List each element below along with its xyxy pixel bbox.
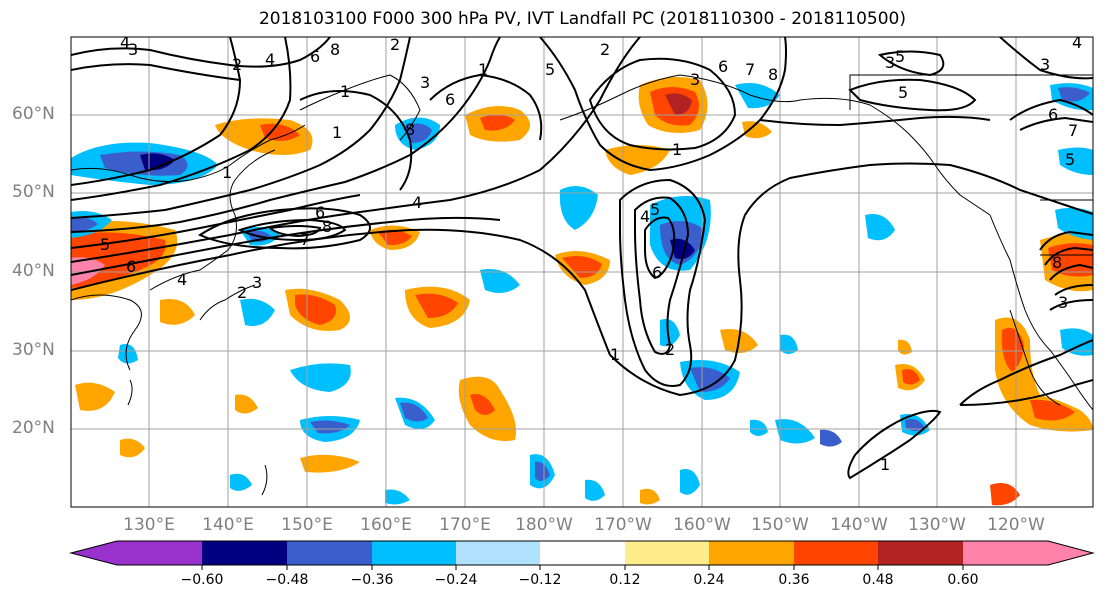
latitude-label: 40°N — [12, 261, 55, 281]
colorbar-tick-label: −0.48 — [265, 572, 309, 588]
contour-label: 3 — [252, 273, 262, 292]
contour-label: 1 — [672, 140, 682, 159]
longitude-label: 150°W — [751, 515, 809, 535]
latitude-label: 60°N — [12, 104, 55, 124]
contour-label: 1 — [340, 82, 350, 101]
contour-label: 7 — [1068, 121, 1078, 140]
contour-label: 7 — [745, 60, 755, 79]
longitude-label: 170°W — [594, 515, 652, 535]
contour-label: 6 — [718, 57, 728, 76]
map-title: 2018103100 F000 300 hPa PV, IVT Landfall… — [258, 9, 906, 29]
contour-label: 4 — [177, 270, 187, 289]
contour-label: 6 — [1048, 105, 1058, 124]
contour-label: 3 — [1058, 293, 1068, 312]
colorbar-tick-label: 0.36 — [778, 572, 810, 588]
contour-label: 3 — [420, 73, 430, 92]
longitude-label: 140°E — [202, 515, 254, 535]
contour-label: 8 — [1052, 253, 1062, 272]
longitude-label: 160°E — [360, 515, 412, 535]
longitude-label: 180°W — [515, 515, 573, 535]
contour-label: 6 — [445, 90, 455, 109]
latitude-label: 30°N — [12, 340, 55, 360]
latitude-label: 20°N — [12, 418, 55, 438]
longitude-label: 160°W — [673, 515, 731, 535]
colorbar-tick-label: −0.12 — [518, 572, 562, 588]
longitude-label: 130°W — [908, 515, 966, 535]
colorbar-tick-label: 0.12 — [609, 572, 641, 588]
contour-labels: 4 3 2 4 1 1 6 8 2 6 3 8 1 6 8 7 4 5 6 4 … — [100, 33, 1082, 474]
contour-label: 2 — [665, 340, 675, 359]
contour-label: 3 — [128, 40, 138, 59]
contour-label: 1 — [332, 123, 342, 142]
contour-label: 4 — [640, 207, 650, 226]
contour-label: 6 — [126, 257, 136, 276]
contour-label: 6 — [310, 47, 320, 66]
contour-label: 5 — [1065, 150, 1075, 169]
contour-label: 2 — [390, 35, 400, 54]
map-frame — [70, 36, 1094, 508]
colorbar-tick-label: 0.60 — [947, 572, 979, 588]
contour-label: 8 — [322, 217, 332, 236]
contour-label: 6 — [315, 203, 325, 222]
colorbar-max-extension — [1048, 541, 1093, 565]
longitude-label: 140°W — [830, 515, 888, 535]
contour-label: 3 — [885, 53, 895, 72]
colorbar-tick-label: −0.60 — [180, 572, 224, 588]
contour-label: 5 — [898, 83, 908, 102]
contour-label: 2 — [237, 283, 247, 302]
pv-shading — [71, 76, 1093, 506]
longitude-label: 130°E — [123, 515, 175, 535]
colorbar-tick-label: −0.24 — [434, 572, 478, 588]
contour-label: 1 — [478, 60, 488, 79]
contour-label: 7 — [300, 230, 310, 249]
contour-label: 3 — [1040, 55, 1050, 74]
coastlines — [71, 74, 1093, 496]
colorbar-tick-label: 0.48 — [862, 572, 894, 588]
longitude-label: 120°W — [987, 515, 1045, 535]
contour-label: 2 — [232, 55, 242, 74]
contour-label: 5 — [895, 47, 905, 66]
contour-label: 4 — [1072, 33, 1082, 52]
colorbar-tick-label: 0.24 — [693, 572, 725, 588]
contour-label: 8 — [405, 120, 415, 139]
contour-label: 8 — [768, 65, 778, 84]
contour-label: 2 — [600, 40, 610, 59]
colorbar-tick-label: −0.36 — [350, 572, 394, 588]
contour-label: 6 — [652, 263, 662, 282]
colorbar-min-extension — [71, 541, 117, 565]
contour-label: 4 — [120, 33, 130, 52]
colorbar — [69, 540, 1095, 570]
pv-contours — [71, 37, 1093, 480]
longitude-label: 170°E — [439, 515, 491, 535]
contour-label: 5 — [650, 200, 660, 219]
contour-label: 1 — [222, 163, 232, 182]
map-plot-area: 4 3 2 4 1 1 6 8 2 6 3 8 1 6 8 7 4 5 6 4 … — [71, 33, 1093, 507]
contour-label: 1 — [880, 455, 890, 474]
contour-label: 8 — [330, 40, 340, 59]
contour-label: 5 — [545, 60, 555, 79]
contour-label: 4 — [412, 193, 422, 212]
contour-label: 5 — [100, 235, 110, 254]
contour-label: 3 — [690, 70, 700, 89]
latitude-label: 50°N — [12, 182, 55, 202]
longitude-label: 150°E — [281, 515, 333, 535]
contour-label: 1 — [610, 345, 620, 364]
contour-label: 4 — [265, 50, 275, 69]
